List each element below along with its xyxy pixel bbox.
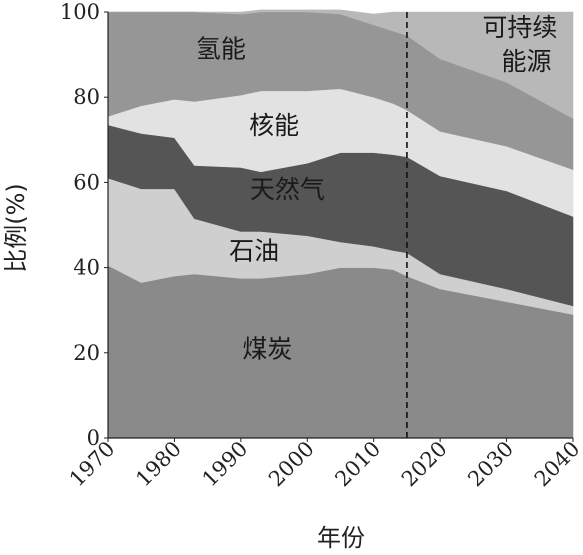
area-series-5 [108,9,574,120]
x-tick-label-5: 2020 [397,437,452,492]
y-tick-label-3: 60 [73,170,100,194]
y-tick-label-2: 40 [73,256,100,280]
x-tick-label-4: 2010 [330,437,385,492]
x-tick-label-1: 1980 [131,437,186,492]
area-label-5: 可持续 [482,13,557,42]
area-label-1: 核能 [249,111,299,140]
y-tick-label-1: 20 [73,341,100,365]
area-label-2: 天然气 [250,175,325,204]
area-label-3: 石油 [229,237,279,266]
area-label-0: 氢能 [196,34,246,63]
y-tick-label-0: 0 [87,426,100,450]
x-tick-label-3: 2000 [264,437,319,492]
x-tick-label-7: 2040 [530,437,583,492]
x-tick-label-6: 2030 [463,437,518,492]
y-axis-title: 比例(%) [2,183,30,273]
stacked-areas [107,9,574,439]
y-tick-label-5: 100 [60,0,100,24]
area-label-4: 煤炭 [242,335,292,364]
area-label-6: 能源 [501,47,551,76]
y-tick-label-4: 80 [73,85,100,109]
x-tick-label-2: 1990 [198,437,253,492]
x-axis-title: 年份 [317,524,365,552]
